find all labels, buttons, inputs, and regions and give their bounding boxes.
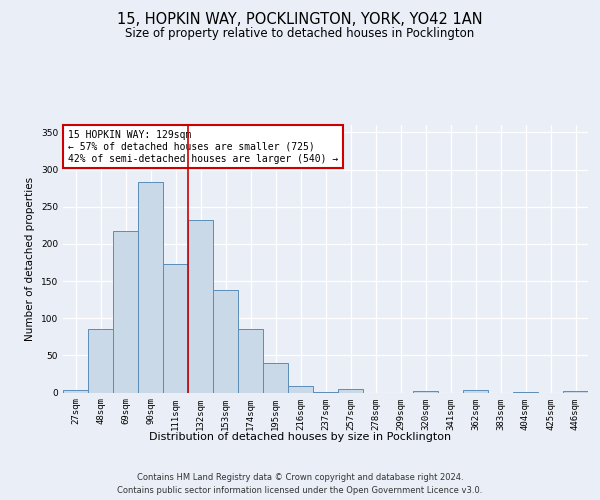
Text: 15, HOPKIN WAY, POCKLINGTON, YORK, YO42 1AN: 15, HOPKIN WAY, POCKLINGTON, YORK, YO42 …	[117, 12, 483, 28]
Bar	[338, 389, 363, 392]
Bar	[113, 232, 138, 392]
Bar	[88, 328, 113, 392]
Bar	[63, 390, 88, 392]
Bar	[263, 363, 288, 392]
Bar	[413, 391, 438, 392]
Bar	[188, 220, 213, 392]
Bar	[288, 386, 313, 392]
Bar	[463, 390, 488, 392]
Text: 15 HOPKIN WAY: 129sqm
← 57% of detached houses are smaller (725)
42% of semi-det: 15 HOPKIN WAY: 129sqm ← 57% of detached …	[68, 130, 338, 164]
Bar	[213, 290, 238, 392]
Text: Distribution of detached houses by size in Pocklington: Distribution of detached houses by size …	[149, 432, 451, 442]
Bar	[563, 391, 588, 392]
Text: Contains HM Land Registry data © Crown copyright and database right 2024.: Contains HM Land Registry data © Crown c…	[137, 472, 463, 482]
Bar	[138, 182, 163, 392]
Bar	[238, 330, 263, 392]
Bar	[163, 264, 188, 392]
Text: Contains public sector information licensed under the Open Government Licence v3: Contains public sector information licen…	[118, 486, 482, 495]
Y-axis label: Number of detached properties: Number of detached properties	[25, 176, 35, 341]
Text: Size of property relative to detached houses in Pocklington: Size of property relative to detached ho…	[125, 28, 475, 40]
